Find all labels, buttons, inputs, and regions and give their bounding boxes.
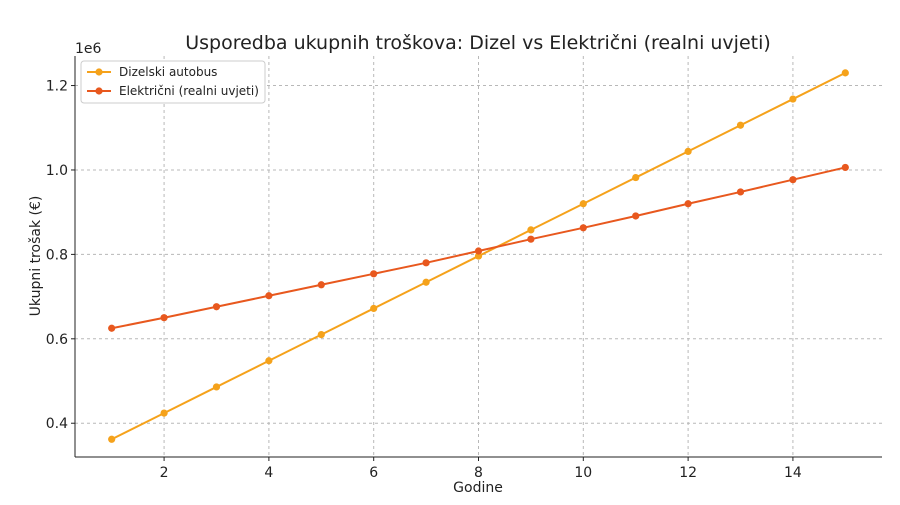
axes — [71, 56, 882, 461]
y-tick-label: 1.0 — [46, 163, 68, 179]
data-point-series-1 — [265, 357, 273, 365]
x-tick-label: 8 — [474, 465, 483, 481]
tick-labels: 2 4 6 8 10 12 14 0.4 0.6 0.8 1.0 1.2 — [46, 79, 802, 481]
y-tick-label: 1.2 — [46, 79, 68, 95]
data-point-series-2 — [632, 212, 640, 220]
data-point-series-2 — [212, 303, 221, 311]
data-point-series-2 — [108, 324, 116, 332]
legend-label-1: Dizelski autobus — [119, 65, 217, 79]
x-tick-label: 2 — [160, 465, 169, 481]
y-tick-label: 0.4 — [46, 416, 68, 432]
y-axis-label: Ukupni trošak (€) — [28, 196, 44, 317]
data-point-series-1 — [841, 69, 849, 77]
data-point-series-1 — [422, 278, 430, 286]
data-point-series-1 — [789, 95, 797, 103]
legend-label-2: Električni (realni uvjeti) — [119, 84, 259, 98]
x-tick-label: 10 — [574, 465, 592, 481]
x-tick-label: 6 — [369, 465, 378, 481]
x-tick-label: 12 — [679, 465, 697, 481]
data-point-series-2 — [317, 281, 325, 289]
data-point-series-2 — [579, 224, 587, 232]
data-point-series-1 — [579, 200, 587, 208]
data-point-series-2 — [789, 176, 797, 184]
data-point-series-2 — [684, 200, 692, 208]
data-point-series-2 — [160, 314, 168, 322]
legend-marker-1 — [95, 68, 103, 76]
y-tick-label: 0.6 — [46, 332, 68, 348]
data-point-series-2 — [422, 259, 430, 267]
data-point-series-1 — [736, 121, 745, 129]
legend-box — [80, 60, 266, 104]
data-point-series-1 — [160, 409, 168, 417]
data-point-series-1 — [212, 383, 221, 391]
data-point-series-2 — [736, 188, 745, 196]
data-point-series-1 — [632, 173, 640, 182]
x-tick-label: 14 — [784, 465, 802, 481]
x-axis-label: Godine — [453, 480, 503, 496]
data-point-series-1 — [370, 304, 378, 313]
data-point-series-2 — [841, 163, 849, 172]
data-point-series-1 — [527, 226, 535, 234]
data-point-series-2 — [370, 270, 378, 278]
chart-title: Usporedba ukupnih troškova: Dizel vs Ele… — [185, 32, 771, 54]
data-point-series-1 — [474, 252, 483, 260]
y-offset-label: 1e6 — [75, 41, 102, 57]
legend: Dizelski autobus Električni (realni uvjet… — [80, 60, 266, 104]
data-point-series-2 — [527, 235, 535, 243]
series-layer — [108, 69, 849, 443]
legend-marker-2 — [95, 87, 103, 95]
data-point-series-2 — [474, 247, 483, 255]
data-point-series-1 — [317, 330, 325, 339]
y-tick-label: 0.8 — [46, 247, 68, 263]
x-tick-label: 4 — [264, 465, 273, 481]
data-point-series-1 — [108, 435, 116, 443]
data-point-series-1 — [684, 147, 692, 155]
data-point-series-2 — [265, 292, 273, 300]
